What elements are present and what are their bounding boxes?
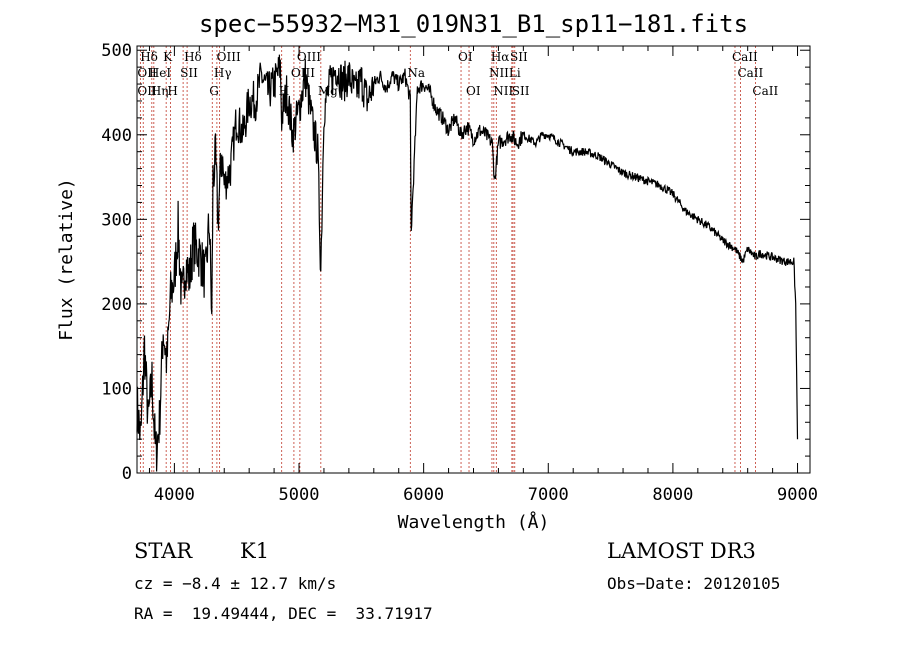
emission-line-label: Hη (151, 84, 169, 98)
object-class: STAR (134, 539, 193, 563)
emission-line-label: SII (512, 84, 530, 98)
x-tick-label: 6000 (403, 485, 444, 505)
emission-line-label: Li (509, 66, 521, 80)
emission-line-label: OI (466, 84, 481, 98)
emission-line-label: SII (180, 66, 198, 80)
emission-line-label: CaII (752, 84, 778, 98)
plot-frame (136, 45, 811, 474)
y-tick-label: 0 (122, 464, 132, 484)
emission-line-label: OI (458, 50, 473, 64)
emission-line-label: HeI (149, 66, 172, 80)
spectrum-line (136, 54, 799, 472)
emission-line-label: Hδ (184, 50, 202, 64)
x-tick-label: 4000 (154, 485, 195, 505)
emission-line-label: NII (489, 66, 509, 80)
emission-line-label: CaII (737, 66, 763, 80)
x-tick-label: 5000 (279, 485, 320, 505)
x-tick-label: 7000 (528, 485, 569, 505)
y-tick-label: 100 (101, 379, 132, 399)
y-tick-label: 300 (101, 210, 132, 230)
emission-line-label: OII (137, 84, 157, 98)
emission-line-label: H (167, 84, 177, 98)
x-axis-label: Wavelength (Å) (398, 511, 550, 533)
emission-line-label: Hα (491, 50, 510, 64)
axis-ticks: 4000 5000 6000 7000 8000 9000 0 100 200 300 400 500 (101, 41, 818, 505)
x-tick-label: 8000 (652, 485, 693, 505)
emission-line-label: K (163, 50, 173, 64)
emission-line-label: Na (407, 66, 425, 80)
emission-line-label: H (279, 84, 289, 98)
emission-line-label: OIII (297, 50, 321, 64)
y-axis-label: Flux (relative) (56, 178, 77, 341)
y-tick-label: 400 (101, 126, 132, 146)
emission-line-label: CaII (732, 50, 758, 64)
emission-line-label: Hδ (140, 50, 158, 64)
emission-line-label: Hγ (214, 66, 232, 80)
emission-line-label: OIII (217, 50, 241, 64)
redshift-cz: cz = −8.4 ± 12.7 km/s (134, 574, 337, 593)
ra-dec: RA = 19.49444, DEC = 33.71917 (134, 604, 433, 623)
emission-line-label: SII (510, 50, 528, 64)
observation-date: Obs−Date: 20120105 (607, 574, 781, 593)
emission-line-label: OIII (291, 66, 315, 80)
emission-line-label: NII (493, 84, 513, 98)
chart-title: spec−55932−M31_019N31_B1_sp11−181.fits (199, 10, 748, 38)
object-subclass: K1 (240, 539, 270, 563)
emission-line-label: G (209, 84, 219, 98)
y-tick-label: 200 (101, 295, 132, 315)
survey-name: LAMOST DR3 (607, 539, 756, 563)
x-tick-label: 9000 (777, 485, 818, 505)
emission-line-markers (139, 46, 756, 473)
y-tick-label: 500 (101, 41, 132, 61)
emission-line-label: OII (137, 66, 157, 80)
